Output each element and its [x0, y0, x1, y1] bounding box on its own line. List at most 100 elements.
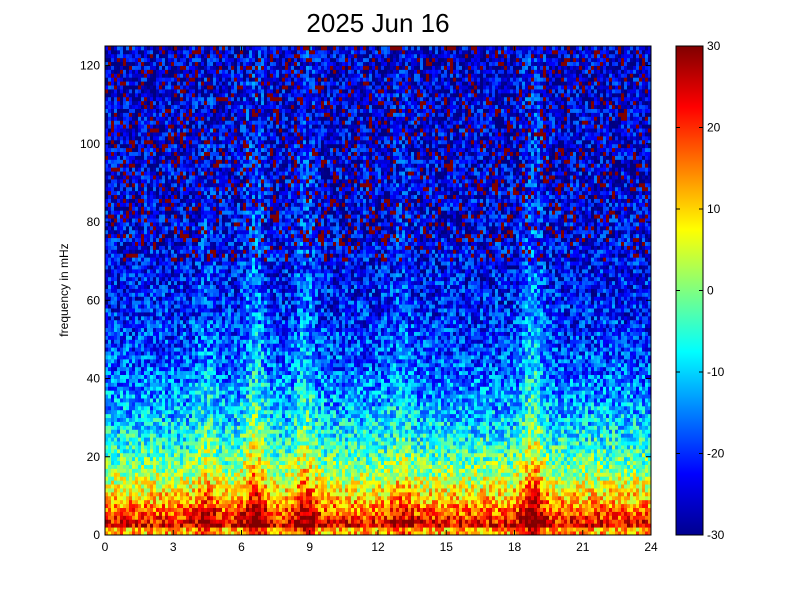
heatmap-cell: [105, 222, 109, 227]
heatmap-cell: [222, 139, 226, 145]
heatmap-cell: [144, 249, 148, 254]
heatmap-cell: [147, 464, 151, 469]
heatmap-cell: [153, 425, 157, 430]
heatmap-cell: [144, 151, 148, 156]
heatmap-cell: [171, 163, 175, 168]
heatmap-cell: [105, 81, 109, 86]
heatmap-cell: [180, 386, 184, 391]
heatmap-cell: [174, 135, 178, 141]
heatmap-cell: [147, 81, 151, 86]
heatmap-cell: [123, 77, 127, 82]
heatmap-cell: [138, 355, 142, 360]
heatmap-cell: [222, 386, 226, 391]
heatmap-cell: [144, 186, 148, 192]
heatmap-cell: [108, 425, 112, 430]
heatmap-cell: [177, 433, 181, 438]
heatmap-cell: [171, 366, 175, 372]
heatmap-cell: [123, 280, 127, 286]
heatmap-cell: [198, 268, 202, 274]
heatmap-cell: [201, 108, 205, 113]
heatmap-cell: [153, 468, 157, 473]
heatmap-cell: [123, 315, 127, 321]
heatmap-cell: [153, 253, 157, 258]
heatmap-cell: [195, 448, 199, 454]
heatmap-cell: [219, 116, 223, 121]
heatmap-cell: [141, 284, 145, 289]
heatmap-cell: [222, 292, 226, 297]
heatmap-cell: [216, 421, 220, 426]
heatmap-cell: [123, 382, 127, 387]
heatmap-cell: [138, 319, 142, 325]
heatmap-cell: [174, 179, 178, 184]
heatmap-cell: [171, 421, 175, 426]
heatmap-cell: [117, 171, 121, 176]
heatmap-cell: [186, 327, 190, 332]
heatmap-cell: [126, 225, 130, 231]
heatmap-cell: [159, 241, 163, 246]
heatmap-cell: [165, 374, 169, 379]
heatmap-cell: [123, 472, 127, 477]
heatmap-cell: [156, 468, 160, 473]
heatmap-cell: [192, 249, 196, 254]
heatmap-cell: [144, 355, 148, 360]
heatmap-cell: [162, 448, 166, 454]
heatmap-cell: [186, 323, 190, 329]
heatmap-cell: [150, 210, 154, 215]
heatmap-cell: [147, 347, 151, 352]
heatmap-cell: [123, 139, 127, 145]
heatmap-cell: [195, 405, 199, 411]
heatmap-cell: [180, 292, 184, 297]
heatmap-cell: [105, 92, 109, 98]
heatmap-cell: [159, 351, 163, 356]
heatmap-cell: [216, 312, 220, 317]
heatmap-cell: [159, 370, 163, 376]
heatmap-cell: [177, 425, 181, 430]
heatmap-cell: [150, 499, 154, 505]
heatmap-cell: [204, 308, 208, 313]
heatmap-cell: [111, 229, 115, 235]
heatmap-cell: [108, 394, 112, 399]
heatmap-cell: [132, 128, 136, 133]
heatmap-cell: [159, 261, 163, 266]
heatmap-cell: [105, 237, 109, 242]
heatmap-cell: [132, 495, 136, 501]
heatmap-cell: [207, 433, 211, 438]
heatmap-cell: [120, 57, 124, 63]
heatmap-cell: [162, 104, 166, 109]
heatmap-cell: [198, 53, 202, 59]
heatmap-cell: [183, 69, 187, 74]
heatmap-cell: [159, 249, 163, 254]
heatmap-cell: [135, 96, 139, 102]
heatmap-cell: [141, 218, 145, 223]
heatmap-cell: [120, 390, 124, 395]
heatmap-cell: [192, 49, 196, 55]
heatmap-cell: [150, 421, 154, 426]
heatmap-cell: [183, 120, 187, 125]
heatmap-cell: [108, 531, 112, 536]
heatmap-cell: [108, 128, 112, 133]
heatmap-cell: [147, 57, 151, 63]
heatmap-cell: [162, 218, 166, 223]
heatmap-cell: [165, 229, 169, 235]
heatmap-cell: [180, 300, 184, 305]
heatmap-cell: [156, 147, 160, 153]
heatmap-cell: [162, 503, 166, 509]
heatmap-cell: [207, 198, 211, 203]
heatmap-cell: [207, 445, 211, 450]
heatmap-cell: [111, 343, 115, 348]
heatmap-cell: [183, 245, 187, 250]
heatmap-cell: [123, 186, 127, 192]
heatmap-cell: [195, 112, 199, 117]
heatmap-cell: [141, 296, 145, 301]
heatmap-cell: [207, 323, 211, 329]
heatmap-cell: [159, 362, 163, 368]
heatmap-cell: [210, 394, 214, 399]
heatmap-cell: [168, 456, 172, 462]
heatmap-cell: [165, 73, 169, 78]
heatmap-cell: [180, 253, 184, 258]
heatmap-cell: [192, 179, 196, 184]
heatmap-cell: [129, 61, 133, 66]
heatmap-cell: [210, 280, 214, 286]
heatmap-cell: [183, 452, 187, 458]
heatmap-cell: [126, 417, 130, 422]
